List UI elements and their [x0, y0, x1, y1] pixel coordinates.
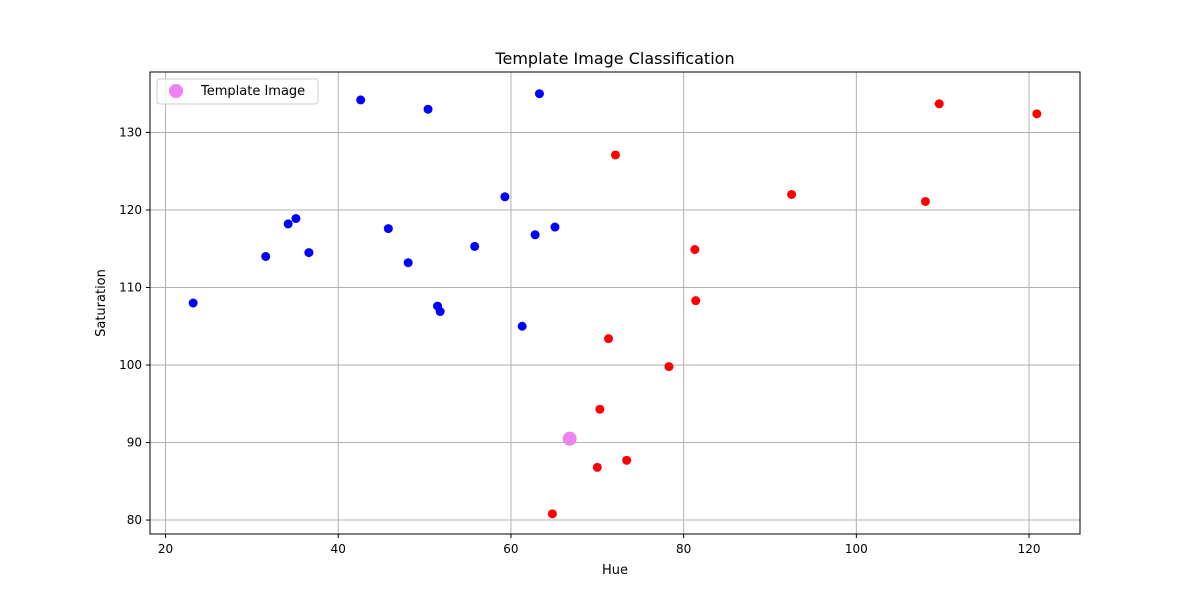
y-tick-label: 120: [119, 203, 142, 217]
legend: Template Image: [156, 78, 319, 105]
data-point: [517, 321, 527, 331]
y-tick-label: 130: [119, 125, 142, 139]
y-axis-ticks: 80 90 100 110 120 130: [119, 125, 150, 527]
legend-marker: [169, 84, 183, 98]
data-point: [1032, 109, 1042, 119]
data-point: [920, 196, 930, 206]
data-point: [530, 230, 540, 240]
x-tick-label: 80: [676, 542, 691, 556]
data-point: [423, 104, 433, 114]
data-point: [547, 509, 557, 519]
data-point: [435, 307, 445, 317]
data-point: [291, 214, 301, 224]
data-point: [691, 296, 701, 306]
data-point: [595, 404, 605, 414]
x-tick-label: 60: [503, 542, 518, 556]
y-tick-label: 100: [119, 358, 142, 372]
x-axis-label: Hue: [602, 563, 628, 578]
data-point: [610, 150, 620, 160]
data-point: [934, 99, 944, 109]
x-tick-label: 120: [1018, 542, 1041, 556]
data-point: [787, 189, 797, 199]
data-point: [622, 455, 632, 465]
data-point: [690, 245, 700, 255]
data-point: [664, 362, 674, 372]
y-tick-label: 90: [127, 436, 142, 450]
data-point: [403, 258, 413, 268]
legend-label: Template Image: [200, 84, 305, 99]
data-point: [592, 462, 602, 472]
chart-title: Template Image Classification: [494, 49, 734, 68]
data-point: [283, 219, 293, 229]
data-point: [604, 334, 614, 344]
data-point: [356, 95, 366, 105]
x-tick-label: 20: [158, 542, 173, 556]
data-point: [550, 222, 560, 232]
data-point: [261, 251, 271, 261]
x-axis-ticks: 20 40 60 80 100 120: [158, 534, 1041, 556]
x-tick-label: 100: [845, 542, 868, 556]
y-tick-label: 110: [119, 280, 142, 294]
template-image-point: [562, 431, 577, 446]
y-axis-label: Saturation: [94, 269, 109, 337]
data-point: [470, 241, 480, 251]
data-point: [188, 298, 198, 308]
data-point: [500, 192, 510, 202]
plot-frame: [149, 71, 1081, 535]
grid: [150, 72, 1080, 534]
data-point: [383, 224, 393, 234]
y-tick-label: 80: [127, 513, 142, 527]
data-point: [304, 248, 314, 258]
data-points: [188, 89, 1042, 519]
data-point: [534, 89, 544, 99]
legend-box: [156, 78, 319, 105]
x-tick-label: 40: [331, 542, 346, 556]
